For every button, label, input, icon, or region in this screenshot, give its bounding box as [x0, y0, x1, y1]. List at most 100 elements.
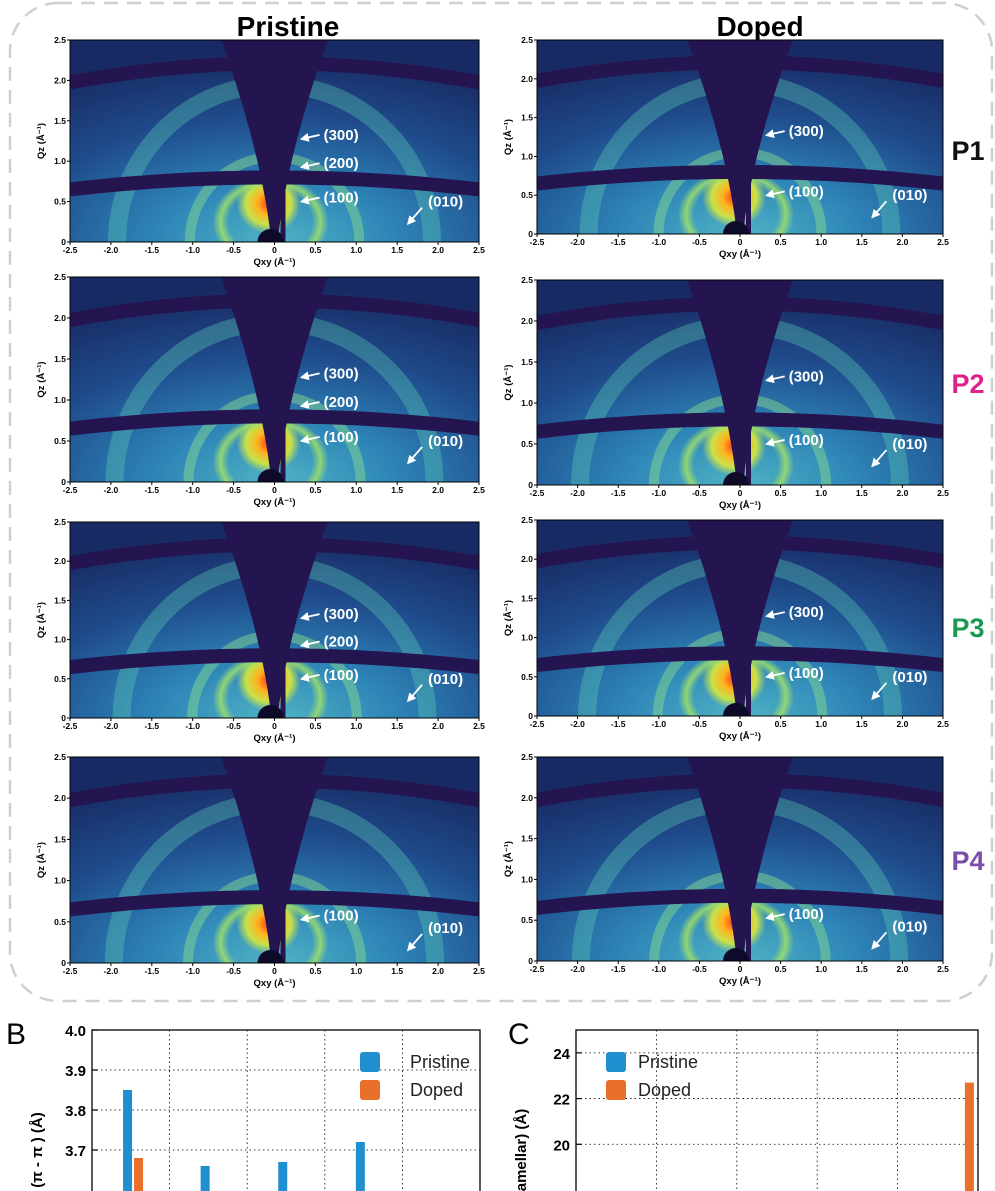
y-tick-label: 1.0: [54, 395, 66, 405]
y-tick-label: 1.0: [521, 151, 533, 161]
detector-gap-vertical: [746, 392, 751, 485]
column-title-doped: Doped: [716, 11, 803, 42]
peak-arrow: [406, 207, 423, 225]
x-tick-label: -0.5: [692, 237, 707, 247]
y-axis-label: Qz (Å⁻¹): [36, 842, 47, 878]
x-tick-label: 2.5: [937, 488, 949, 498]
x-axis-label: Qxy (Å⁻¹): [719, 976, 761, 987]
peak-arrow: [406, 446, 423, 465]
peak-label: (300): [324, 365, 359, 382]
y-tick-label: 0.5: [54, 436, 66, 446]
y-axis-label: amellar) (Å): [513, 1109, 530, 1191]
legend-label-doped: Doped: [410, 1080, 463, 1100]
x-tick-label: -1.5: [611, 237, 626, 247]
y-tick-label: 1.0: [54, 876, 66, 886]
x-tick-label: -1.5: [144, 966, 159, 976]
peak-label: (100): [324, 190, 359, 207]
x-tick-label: 1.0: [350, 721, 362, 731]
x-tick-label: 2.0: [896, 964, 908, 974]
peak-label: (100): [789, 665, 824, 682]
beamstop: [723, 472, 749, 485]
x-tick-label: -2.0: [104, 245, 119, 255]
x-axis-label: Qxy (Å⁻¹): [254, 497, 296, 508]
detector-gap-vertical: [746, 627, 751, 716]
x-tick-label: -1.5: [144, 485, 159, 495]
x-tick-label: -1.0: [651, 964, 666, 974]
missing-wedge: [687, 520, 793, 708]
peak-arrow: [299, 371, 320, 381]
y-tick-label: 2.0: [54, 75, 66, 85]
y-tick-label: 0: [61, 713, 66, 723]
peak-label: (100): [789, 432, 824, 449]
chart-frame: [575, 1029, 979, 1191]
legend-swatch-doped: [360, 1080, 380, 1100]
y-tick-label: 0.5: [54, 674, 66, 684]
missing-wedge: [687, 40, 793, 226]
peak-label: (100): [789, 183, 824, 200]
y-tick-label: 1.5: [54, 354, 66, 364]
y-tick-label: 2.0: [54, 793, 66, 803]
x-axis-label: Qxy (Å⁻¹): [254, 733, 296, 744]
x-tick-label: 0: [272, 245, 277, 255]
x-tick-label: -1.5: [144, 245, 159, 255]
legend-swatch-pristine: [606, 1052, 626, 1072]
x-tick-label: 1.5: [856, 488, 868, 498]
detector-gap: [70, 293, 479, 327]
panel-letter: B: [6, 1018, 26, 1051]
x-tick-label: 1.5: [856, 237, 868, 247]
detector-gap: [537, 773, 943, 807]
x-tick-label: -2.0: [104, 485, 119, 495]
y-tick-label: 20: [553, 1137, 570, 1154]
y-tick-label: 0: [528, 711, 533, 721]
x-tick-label: -1.5: [611, 964, 626, 974]
x-tick-label: -0.5: [226, 245, 241, 255]
detector-gap: [537, 888, 943, 915]
missing-wedge: [221, 757, 328, 955]
y-axis-label: (π - π ) (Å): [29, 1112, 46, 1187]
missing-wedge: [221, 40, 328, 234]
x-tick-label: 2.5: [937, 237, 949, 247]
x-tick-label: 0: [738, 964, 743, 974]
x-tick-label: 0.5: [775, 488, 787, 498]
peak-arrow: [299, 400, 320, 409]
x-tick-label: -1.0: [185, 966, 200, 976]
giwaxs-map-r3-doped: (300) (100) (010) -2.5 -2.0 -1.5 -1.0 -0.5 0 0.5 1…: [503, 515, 949, 742]
peak-label: (300): [789, 368, 824, 385]
x-tick-label: 0.5: [309, 966, 321, 976]
x-axis-label: Qxy (Å⁻¹): [719, 249, 761, 260]
y-tick-label: 0: [528, 956, 533, 966]
chart-c: C 20 22 24 amellar) (Å) Pristine Doped: [508, 1018, 979, 1191]
x-tick-label: 2.5: [937, 719, 949, 729]
y-tick-label: 22: [553, 1092, 570, 1109]
x-axis-label: Qxy (Å⁻¹): [254, 257, 296, 268]
beamstop: [723, 948, 749, 961]
peak-label: (100): [324, 908, 359, 925]
beamstop: [257, 229, 284, 242]
y-tick-label: 1.5: [54, 116, 66, 126]
y-tick-label: 0.5: [521, 439, 533, 449]
y-tick-label: 1.5: [521, 113, 533, 123]
y-tick-label: 1.0: [521, 633, 533, 643]
y-tick-label: 2.0: [54, 313, 66, 323]
peak-label: (010): [428, 433, 463, 450]
y-tick-label: 0: [61, 958, 66, 968]
x-tick-label: 1.0: [350, 245, 362, 255]
y-tick-label: 0.5: [521, 190, 533, 200]
detector-gap: [70, 648, 479, 674]
beamstop: [257, 950, 284, 963]
detector-gap: [70, 170, 479, 197]
y-tick-label: 4.0: [65, 1023, 86, 1040]
peak-label: (200): [324, 394, 359, 411]
x-tick-label: -1.0: [651, 488, 666, 498]
y-tick-label: 0: [61, 477, 66, 487]
x-tick-label: -2.5: [530, 488, 545, 498]
y-tick-label: 2.0: [521, 316, 533, 326]
peak-label: (200): [324, 155, 359, 172]
peak-arrow: [299, 639, 320, 649]
x-tick-label: 1.0: [815, 964, 827, 974]
peak-arrow: [299, 434, 320, 444]
beamstop: [257, 705, 284, 718]
legend-label-pristine: Pristine: [410, 1052, 470, 1072]
peak-label: (200): [324, 634, 359, 651]
x-tick-label: -0.5: [692, 488, 707, 498]
